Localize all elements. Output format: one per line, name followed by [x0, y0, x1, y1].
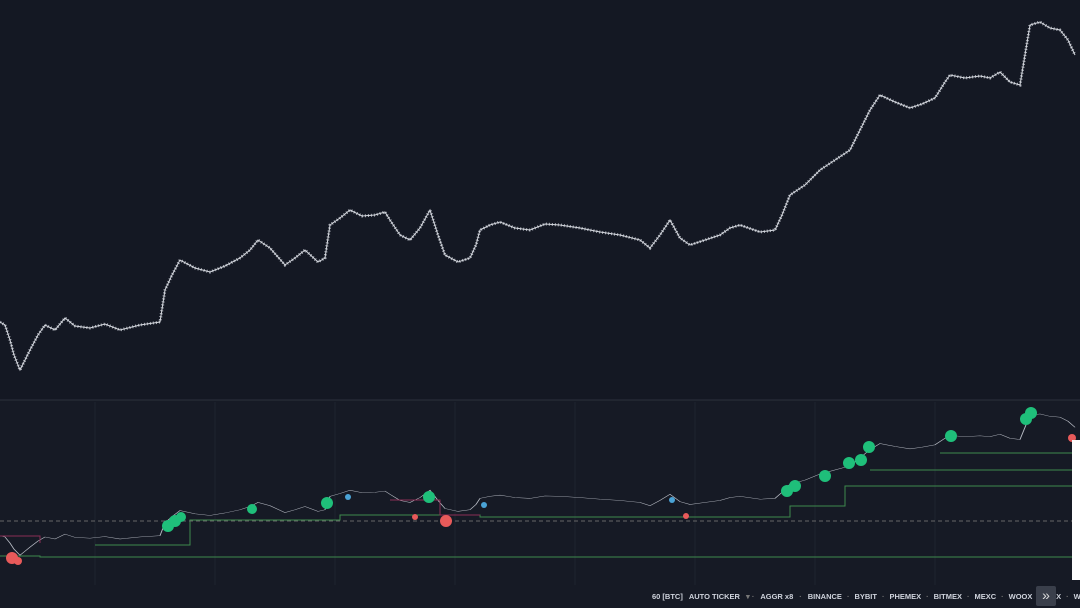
toolbar: 60 [BTC] AUTO TICKER ▾ · AGGR x8 · BINAN… — [652, 589, 1080, 603]
exchange[interactable]: PHEMEX — [889, 591, 922, 601]
aggr[interactable]: AGGR x8 — [760, 591, 794, 601]
exchange[interactable]: BINANCE — [807, 591, 842, 601]
separator: · — [966, 591, 970, 601]
separator: · — [846, 591, 850, 601]
separator: ▾ · — [745, 591, 755, 601]
exchange[interactable]: MEXC — [974, 591, 997, 601]
levels — [0, 452, 1072, 558]
exchange[interactable]: BITMEX — [933, 591, 962, 601]
exchange[interactable]: BYBIT — [854, 591, 877, 601]
bottom-grid — [94, 402, 936, 585]
more-button[interactable]: » — [1036, 586, 1056, 606]
ticker[interactable]: 60 [BTC] — [652, 591, 683, 601]
price-pane — [0, 0, 1080, 400]
separator: · — [1001, 591, 1004, 601]
side-panel — [1072, 440, 1080, 580]
exchange[interactable]: WOOX — [1008, 591, 1033, 601]
separator: · — [1066, 591, 1069, 601]
trade-bubbles — [6, 407, 1076, 565]
mini-price — [0, 413, 1076, 556]
ticker-mode[interactable]: AUTO TICKER — [688, 591, 740, 601]
separator: · — [881, 591, 885, 601]
separator: · — [799, 591, 802, 601]
separator: · — [926, 591, 929, 601]
exchange[interactable]: WHITEB — [1073, 591, 1080, 601]
